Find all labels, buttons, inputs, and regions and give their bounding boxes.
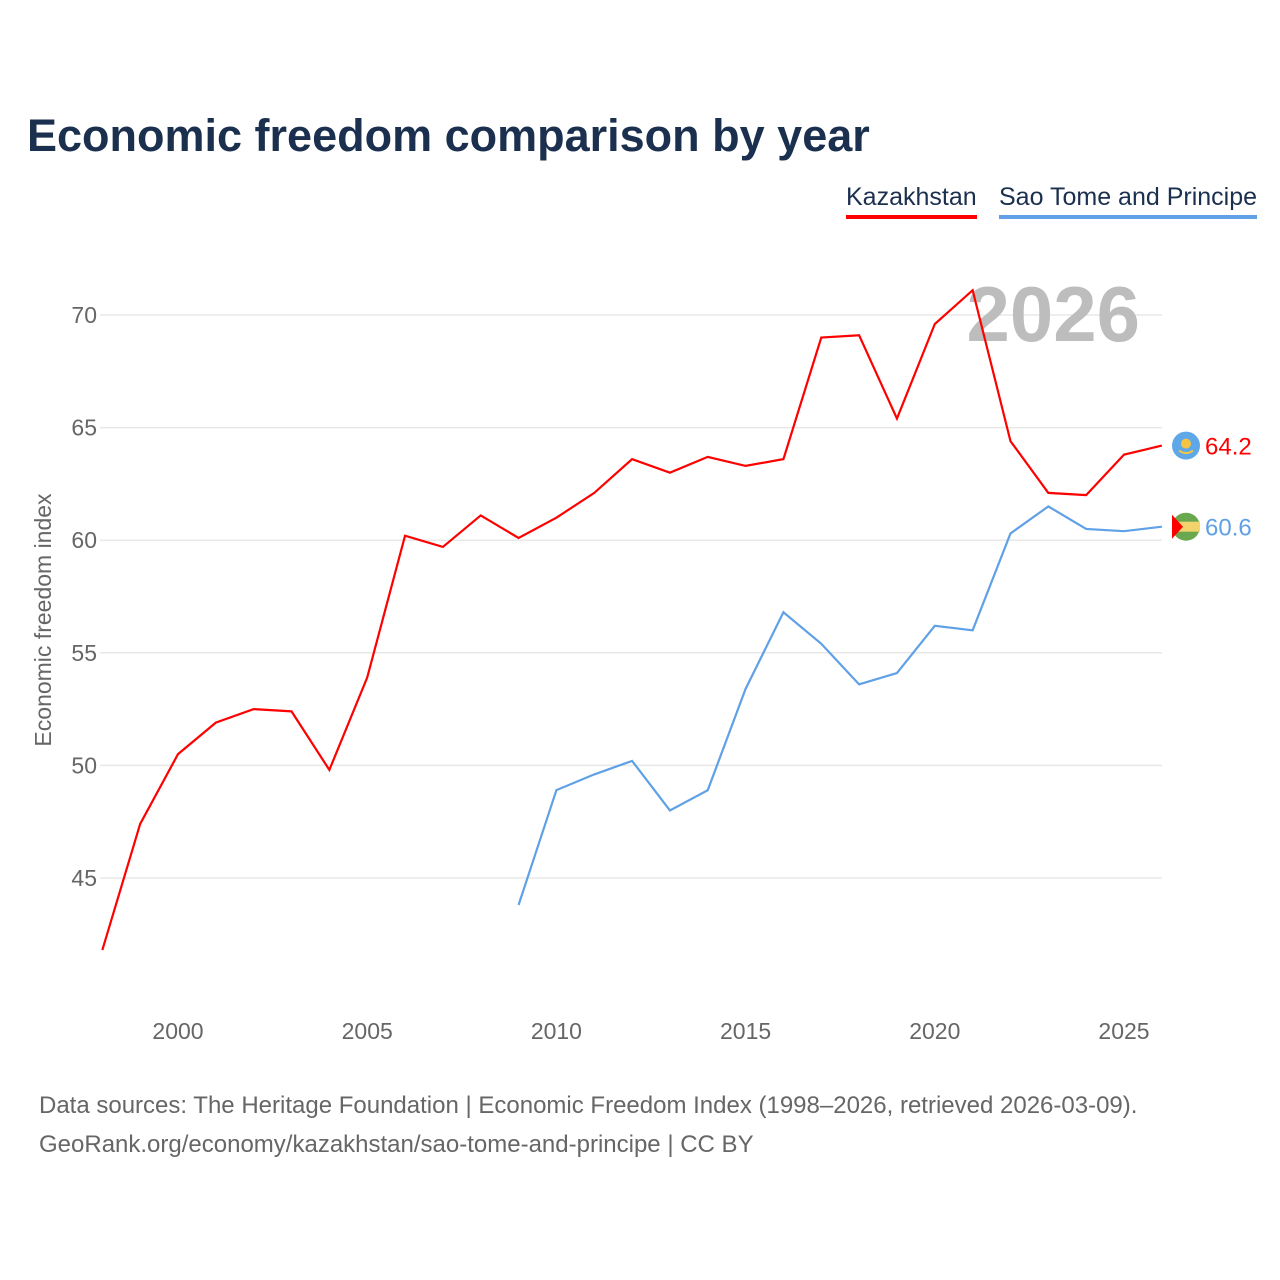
chart-title: Economic freedom comparison by year xyxy=(27,110,870,161)
y-tick-label: 60 xyxy=(71,527,97,553)
series-line-sao-tome xyxy=(517,505,1162,906)
y-tick-label: 50 xyxy=(71,752,97,778)
legend-item-sao-tome[interactable]: Sao Tome and Principe xyxy=(999,183,1258,219)
year-watermark: 2026 xyxy=(966,270,1140,358)
footer-sources: Data sources: The Heritage Foundation | … xyxy=(39,1092,1138,1119)
x-tick-label: 2000 xyxy=(152,1018,203,1044)
footer: Data sources: The Heritage Foundation | … xyxy=(39,1086,1137,1164)
kazakhstan-flag-icon xyxy=(1172,431,1200,460)
x-tick-label: 2020 xyxy=(909,1018,960,1044)
x-tick-label: 2025 xyxy=(1098,1018,1149,1044)
y-axis-label: Economic freedom index xyxy=(30,493,56,747)
series-line-kazakhstan xyxy=(101,288,1163,951)
y-tick-label: 70 xyxy=(71,302,97,328)
y-tick-label: 65 xyxy=(71,415,97,441)
x-tick-label: 2015 xyxy=(720,1018,771,1044)
sao-tome-flag-icon xyxy=(1172,512,1200,541)
footer-link[interactable]: GeoRank.org/economy/kazakhstan/sao-tome-… xyxy=(39,1131,754,1158)
end-value-label: 64.2 xyxy=(1205,434,1252,461)
legend-item-kazakhstan[interactable]: Kazakhstan xyxy=(846,183,977,219)
end-value-label: 60.6 xyxy=(1205,515,1252,542)
x-tick-label: 2005 xyxy=(342,1018,393,1044)
x-tick-label: 2010 xyxy=(531,1018,582,1044)
y-tick-label: 45 xyxy=(71,865,97,891)
y-tick-label: 55 xyxy=(71,640,97,666)
